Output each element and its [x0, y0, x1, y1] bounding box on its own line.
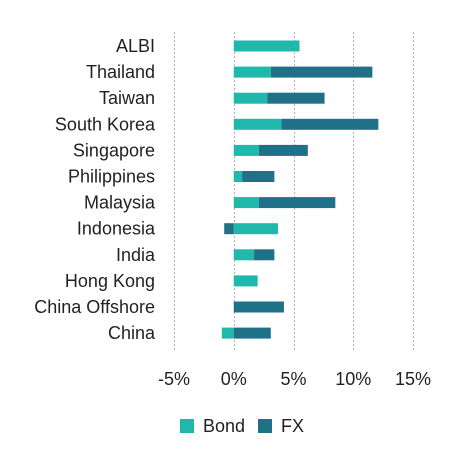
bars [221, 40, 379, 339]
category-label: Indonesia [77, 219, 156, 239]
legend-label-fx: FX [281, 415, 305, 436]
legend-label-bond: Bond [203, 415, 246, 436]
category-label: ALBI [116, 36, 155, 56]
legend-item-fx: FX [258, 411, 304, 441]
category-label: South Korea [55, 114, 156, 134]
x-tick-label: 10% [335, 369, 371, 389]
category-label: Thailand [86, 62, 155, 82]
bar-fx [258, 197, 336, 209]
category-label: China Offshore [34, 297, 155, 317]
x-tick-label: -5% [158, 369, 190, 389]
bar-bond [233, 249, 255, 261]
category-label: Hong Kong [65, 271, 155, 291]
bar-bond [233, 92, 268, 104]
category-label: Taiwan [99, 88, 155, 108]
gridlines [174, 32, 414, 351]
x-tick-label: 15% [395, 369, 431, 389]
x-axis-tick-labels: -5% 0% 5% 10% 15% [158, 369, 431, 389]
bar-bond [233, 144, 259, 156]
category-label: Malaysia [84, 193, 156, 213]
bar-bond [233, 66, 271, 78]
category-label: India [116, 245, 156, 265]
bar-bond [233, 197, 259, 209]
legend-item-bond: Bond [180, 411, 245, 441]
bar-fx [224, 223, 234, 235]
category-label: China [108, 323, 156, 343]
bar-bond [221, 327, 234, 339]
bar-bond [233, 275, 258, 287]
bar-fx [281, 118, 379, 130]
bar-fx [242, 171, 275, 182]
bar-fx [233, 327, 271, 339]
category-label: Singapore [73, 140, 155, 160]
bar-bond [233, 223, 278, 235]
category-labels: ALBI Thailand Taiwan South Korea Singapore Ph… [34, 36, 156, 343]
x-tick-label: 5% [280, 369, 306, 389]
x-tick-label: 0% [221, 369, 247, 389]
bar-bond [233, 171, 243, 182]
legend-swatch-fx [258, 419, 272, 433]
bar-fx [258, 144, 308, 156]
bar-fx [254, 249, 275, 261]
bar-fx [270, 66, 373, 78]
legend: Bond FX [0, 411, 469, 441]
bar-fx [233, 301, 284, 313]
category-label: Philippines [68, 167, 155, 187]
legend-swatch-bond [180, 419, 194, 433]
bar-bond [233, 118, 282, 130]
bar-fx [267, 92, 325, 104]
bar-bond [233, 40, 300, 52]
